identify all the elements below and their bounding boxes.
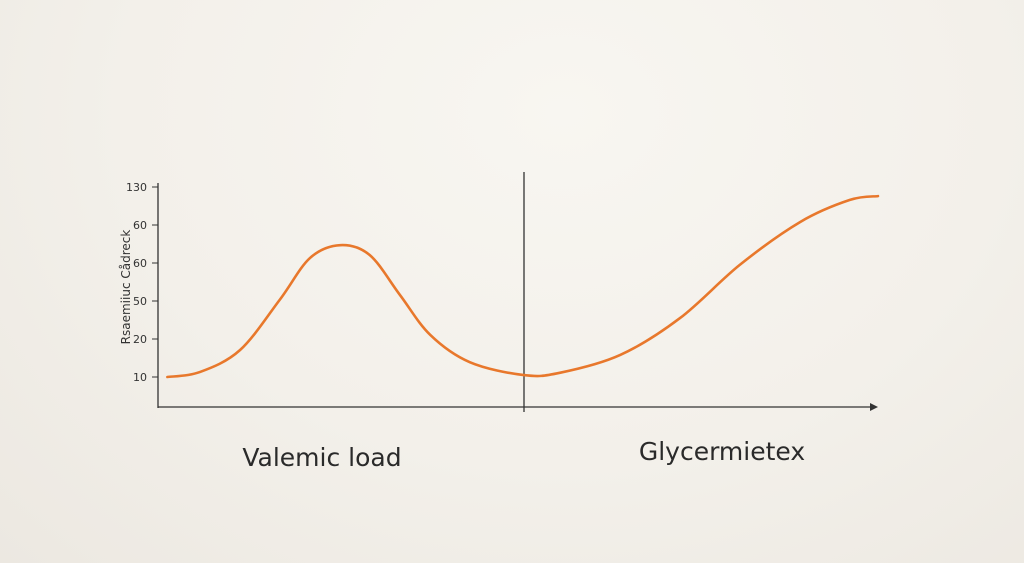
series-line [166, 194, 880, 379]
y-tick-label: 60 [133, 219, 147, 232]
x-axis-arrow-icon [870, 403, 878, 411]
y-tick-label: 60 [133, 257, 147, 270]
y-tick-label: 10 [133, 371, 147, 384]
y-axis-label: Rsaemiiuc Cådreck [119, 230, 133, 345]
panel-label-right: Glycermietex [639, 437, 805, 466]
y-tick-label: 50 [133, 295, 147, 308]
y-tick-label: 130 [126, 181, 147, 194]
panel-label-left: Valemic load [242, 443, 401, 472]
y-tick-label: 20 [133, 333, 147, 346]
